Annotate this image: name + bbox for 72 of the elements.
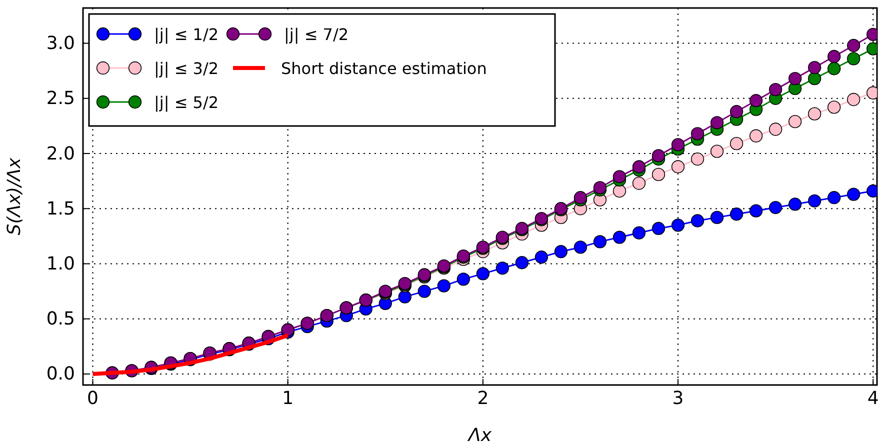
point <box>652 149 666 162</box>
point <box>612 184 626 198</box>
point <box>534 250 548 264</box>
y-tick-label: 2.5 <box>46 88 75 110</box>
point <box>554 245 568 258</box>
point <box>632 160 646 174</box>
point <box>808 72 822 86</box>
point <box>398 290 412 304</box>
point <box>730 137 744 150</box>
point <box>612 170 626 184</box>
legend-label: |j| ≤ 7/2 <box>284 25 349 44</box>
point <box>574 240 588 254</box>
point <box>808 194 822 208</box>
point <box>593 235 607 248</box>
y-tick-label: 0.0 <box>46 364 75 385</box>
point <box>496 262 510 275</box>
point <box>690 214 704 228</box>
point <box>671 160 685 174</box>
point <box>690 152 704 166</box>
y-tick-label: 2.0 <box>46 143 75 164</box>
legend-label: |j| ≤ 5/2 <box>154 93 219 112</box>
x-axis-title: Λx <box>466 425 492 446</box>
point <box>515 256 529 270</box>
x-tick-label: 2 <box>477 388 489 409</box>
point <box>788 72 802 86</box>
x-tick-label: 4 <box>867 388 879 409</box>
point <box>652 222 666 236</box>
point <box>768 122 782 136</box>
y-tick-label: 0.5 <box>46 308 75 330</box>
point <box>710 144 724 158</box>
point <box>437 279 450 292</box>
point <box>847 38 860 52</box>
point <box>808 107 822 120</box>
point <box>847 188 860 201</box>
y-tick-label: 1.5 <box>46 198 75 220</box>
point <box>418 284 431 298</box>
x-tick-label: 0 <box>87 388 98 409</box>
point <box>612 230 626 244</box>
point <box>828 191 841 204</box>
point <box>788 198 802 211</box>
y-tick-label: 1.0 <box>46 254 75 275</box>
point <box>749 94 763 108</box>
point <box>828 100 841 114</box>
point <box>671 218 685 232</box>
point <box>730 105 744 118</box>
point <box>476 267 490 280</box>
point <box>710 116 724 130</box>
point <box>768 83 782 96</box>
point <box>690 127 704 140</box>
legend-label: |j| ≤ 1/2 <box>154 25 219 44</box>
point <box>749 204 763 218</box>
point <box>749 129 763 142</box>
point <box>710 210 724 224</box>
point <box>847 92 860 106</box>
point <box>828 62 841 76</box>
point <box>632 226 646 240</box>
point <box>847 52 860 66</box>
point <box>456 272 470 286</box>
x-tick-label: 1 <box>282 388 294 409</box>
point <box>828 50 841 64</box>
point <box>768 200 782 214</box>
legend-label: Short distance estimation <box>281 59 487 78</box>
point <box>730 208 744 221</box>
point <box>632 176 646 190</box>
point <box>652 168 666 182</box>
y-tick-label: 3.0 <box>46 33 75 54</box>
x-tick-label: 3 <box>672 388 684 409</box>
y-axis-title: S(Λx)/Λx <box>4 157 25 236</box>
point <box>788 114 802 128</box>
point <box>671 138 685 152</box>
legend-label: |j| ≤ 3/2 <box>154 59 219 78</box>
point <box>808 60 822 74</box>
